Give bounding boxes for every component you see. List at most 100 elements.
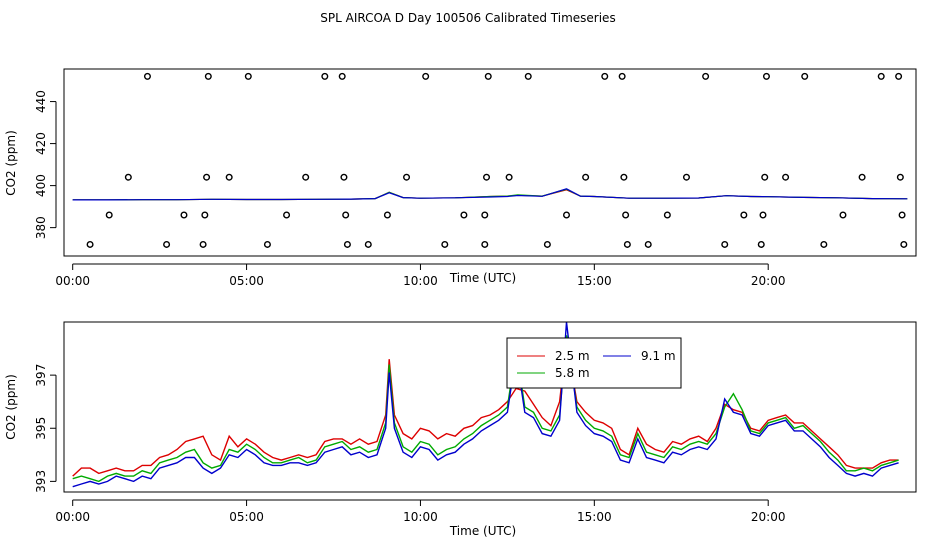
panel-top-y-label: CO2 (ppm) — [4, 130, 18, 196]
panel-top-plot-area — [72, 72, 908, 248]
panel-bottom-chart: 00:00 05:00 10:00 15:00 20:00 393 395 397 Time… — [4, 321, 917, 538]
x-tick-label: 15:00 — [577, 274, 612, 288]
panel-bottom-frame — [63, 321, 917, 493]
figure-title: SPL AIRCOA D Day 100506 Calibrated Times… — [320, 11, 615, 25]
x-tick-label: 00:00 — [55, 274, 90, 288]
data-point — [543, 240, 551, 248]
data-point — [201, 211, 209, 219]
data-point — [757, 240, 765, 248]
legend-label-9-1m: 9.1 m — [641, 349, 676, 363]
data-point — [343, 240, 351, 248]
x-tick-label: 20:00 — [751, 510, 786, 524]
data-point — [682, 173, 690, 181]
x-tick-label: 10:00 — [403, 274, 438, 288]
data-point — [340, 173, 348, 181]
data-point — [342, 211, 350, 219]
data-point — [801, 72, 809, 80]
data-point — [858, 173, 866, 181]
series-line-2 — [72, 188, 908, 201]
legend-label-2-5m: 2.5 m — [555, 349, 590, 363]
data-point — [622, 211, 630, 219]
data-point — [505, 173, 513, 181]
series-line-3 — [72, 321, 899, 488]
y-tick-label: 440 — [34, 90, 48, 113]
data-point — [620, 173, 628, 181]
x-tick-label: 05:00 — [229, 510, 264, 524]
data-point — [820, 240, 828, 248]
data-point — [762, 72, 770, 80]
data-point — [225, 173, 233, 181]
panel-top-frame — [63, 68, 917, 257]
data-point — [163, 240, 171, 248]
data-point — [302, 173, 310, 181]
legend-box — [506, 337, 682, 389]
data-point — [204, 72, 212, 80]
series-line-3 — [72, 188, 908, 201]
data-point — [143, 72, 151, 80]
data-point — [481, 240, 489, 248]
x-tick-label: 15:00 — [577, 510, 612, 524]
data-point — [403, 173, 411, 181]
data-point — [644, 240, 652, 248]
data-point — [199, 240, 207, 248]
data-point — [364, 240, 372, 248]
series-line-1 — [72, 189, 908, 201]
panel-top-y-axis: 380 400 420 440 — [34, 90, 57, 239]
data-point — [203, 173, 211, 181]
series-line-1 — [72, 340, 899, 477]
data-point — [601, 72, 609, 80]
data-point — [877, 72, 885, 80]
data-point — [740, 211, 748, 219]
x-tick-label: 05:00 — [229, 274, 264, 288]
panel-bottom-y-axis: 393 395 397 — [34, 364, 57, 493]
data-point — [839, 211, 847, 219]
y-tick-label: 400 — [34, 174, 48, 197]
data-point — [484, 72, 492, 80]
panel-bottom-x-label: Time (UTC) — [449, 524, 516, 538]
legend: 2.5 m 5.8 m 9.1 m — [506, 337, 682, 389]
data-point — [441, 240, 449, 248]
x-tick-label: 00:00 — [55, 510, 90, 524]
data-point — [105, 211, 113, 219]
data-point — [895, 72, 903, 80]
x-tick-label: 20:00 — [751, 274, 786, 288]
data-point — [618, 72, 626, 80]
y-tick-label: 380 — [34, 216, 48, 239]
data-point — [422, 72, 430, 80]
data-point — [563, 211, 571, 219]
data-point — [900, 240, 908, 248]
data-point — [338, 72, 346, 80]
y-tick-label: 420 — [34, 132, 48, 155]
data-point — [383, 211, 391, 219]
x-tick-label: 10:00 — [403, 510, 438, 524]
panel-bottom-plot-area — [72, 321, 899, 488]
panel-bottom-y-label: CO2 (ppm) — [4, 374, 18, 440]
data-point — [180, 211, 188, 219]
data-point — [623, 240, 631, 248]
y-tick-label: 395 — [34, 417, 48, 440]
data-point — [460, 211, 468, 219]
data-point — [321, 72, 329, 80]
data-point — [483, 173, 491, 181]
panel-bottom-x-axis: 00:00 05:00 10:00 15:00 20:00 — [55, 499, 786, 524]
y-tick-label: 397 — [34, 364, 48, 387]
data-point — [782, 173, 790, 181]
y-tick-label: 393 — [34, 470, 48, 493]
panel-top-x-axis: 00:00 05:00 10:00 15:00 20:00 — [55, 263, 786, 288]
data-point — [663, 211, 671, 219]
data-point — [86, 240, 94, 248]
data-point — [481, 211, 489, 219]
data-point — [898, 211, 906, 219]
data-point — [759, 211, 767, 219]
data-point — [896, 173, 904, 181]
panel-top-x-label: Time (UTC) — [449, 271, 516, 285]
data-point — [283, 211, 291, 219]
data-point — [263, 240, 271, 248]
data-point — [582, 173, 590, 181]
data-point — [761, 173, 769, 181]
data-point — [702, 72, 710, 80]
data-point — [244, 72, 252, 80]
data-point — [124, 173, 132, 181]
